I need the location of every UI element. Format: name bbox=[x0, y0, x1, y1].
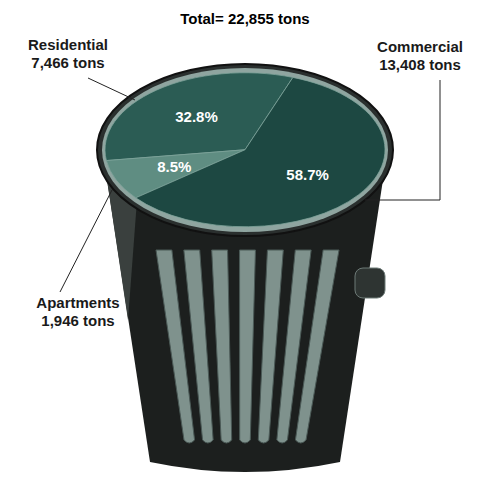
svg-text:Commercial13,408 tons: Commercial13,408 tons bbox=[377, 38, 463, 73]
svg-text:8.5%: 8.5% bbox=[157, 158, 191, 175]
svg-text:Total= 22,855 tons: Total= 22,855 tons bbox=[180, 10, 309, 27]
svg-text:Apartments1,946 tons: Apartments1,946 tons bbox=[36, 294, 119, 329]
svg-text:Residential7,466 tons: Residential7,466 tons bbox=[28, 36, 108, 71]
svg-text:32.8%: 32.8% bbox=[175, 108, 218, 125]
svg-text:58.7%: 58.7% bbox=[286, 166, 329, 183]
